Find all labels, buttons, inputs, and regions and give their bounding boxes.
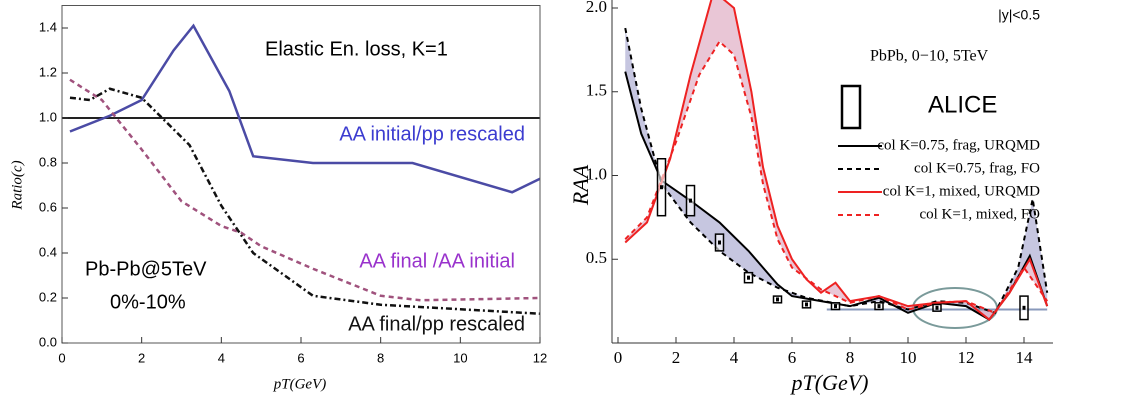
y-tick-label: 0.4 — [39, 244, 57, 259]
data-point — [660, 185, 663, 190]
x-tick-label: 2 — [672, 348, 681, 367]
x-tick-label: 6 — [788, 348, 797, 367]
plot-area — [624, 0, 1049, 321]
y-tick-label: 0.8 — [39, 154, 57, 169]
y-tick-label: 1.0 — [586, 164, 607, 183]
x-tick-label: 10 — [453, 350, 467, 365]
annotation: |y|<0.5 — [998, 7, 1040, 23]
series-line — [624, 0, 1049, 321]
series-line — [69, 23, 540, 194]
data-point — [877, 304, 881, 309]
x-tick-label: 8 — [846, 348, 855, 367]
x-tick-label: 0 — [614, 348, 623, 367]
y-tick-label: 1.5 — [586, 81, 607, 100]
legend-label: col K=0.75, frag, URQMD — [877, 137, 1040, 153]
series-line — [69, 78, 540, 302]
plot-area — [62, 23, 540, 315]
x-tick-label: 6 — [297, 350, 304, 365]
series-line — [624, 39, 1049, 315]
legend-label: ALICE — [928, 91, 997, 118]
x-tick-label: 8 — [377, 350, 384, 365]
series-line — [624, 27, 1049, 315]
series-label: AA initial/pp rescaled — [339, 123, 525, 145]
y-tick-label: 0.5 — [586, 248, 607, 267]
x-tick-label: 12 — [533, 350, 547, 365]
annotation: 0%-10% — [110, 291, 186, 313]
highlight-ellipse — [912, 287, 998, 329]
y-tick-label: 2.0 — [586, 0, 607, 16]
chart-panel: 0.5 1.0 1.5 2.0 0 2 4 6 8 10 12 14 col K=0.75, frag,… — [568, 0, 1053, 395]
annotation: Elastic En. loss, K=1 — [265, 38, 448, 60]
y-axis-label: RAA — [568, 164, 593, 206]
y-tick-label: 1.4 — [39, 19, 57, 34]
data-point — [935, 305, 939, 310]
band-fill — [625, 28, 1048, 320]
y-tick-label: 0.6 — [39, 199, 57, 214]
series-line — [69, 87, 540, 315]
series-label: AA final/pp rescaled — [348, 313, 525, 335]
y-tick-label: 1.0 — [39, 109, 57, 124]
x-tick-label: 14 — [1016, 348, 1034, 367]
chart-panel: 0.0 0.2 0.4 0.6 0.8 1.0 1.2 1.4 0 2 4 6 8 10 12 AA init… — [9, 5, 547, 392]
legend-box — [840, 84, 862, 130]
data-point — [805, 302, 808, 307]
data-point — [747, 275, 750, 280]
annotation: PbPb, 0−10, 5TeV — [870, 48, 989, 65]
data-point — [776, 297, 779, 302]
y-tick-label: 0.0 — [39, 334, 57, 349]
legend-label: col K=1, mixed, URQMD — [883, 183, 1040, 199]
y-axis-label: Ratio(c) — [9, 160, 25, 210]
x-tick-label: 4 — [730, 348, 739, 367]
x-tick-label: 2 — [138, 350, 145, 365]
x-tick-label: 0 — [58, 350, 65, 365]
legend-label: col K=0.75, frag, FO — [914, 160, 1040, 176]
series-label: AA final /AA initial — [359, 250, 515, 272]
legend-label: col K=1, mixed, FO — [919, 206, 1040, 222]
data-point — [834, 304, 837, 309]
y-tick-label: 0.2 — [39, 289, 57, 304]
data-point — [689, 198, 692, 203]
x-tick-label: 10 — [900, 348, 917, 367]
x-tick-label: 4 — [218, 350, 225, 365]
data-point — [1022, 305, 1026, 310]
annotation: Pb-Pb@5TeV — [85, 258, 207, 280]
x-tick-label: 12 — [958, 348, 975, 367]
x-axis-label: pT(GeV) — [790, 370, 869, 395]
data-point — [718, 240, 721, 245]
x-axis-label: pT(GeV) — [273, 376, 327, 392]
y-tick-label: 1.2 — [39, 64, 57, 79]
